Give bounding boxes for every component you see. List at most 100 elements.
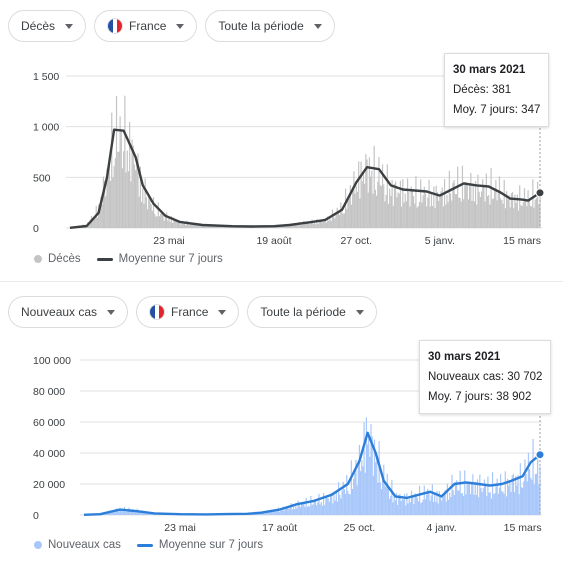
daily-bar	[365, 153, 367, 228]
deaths-tooltip: 30 mars 2021 Décès: 381 Moy. 7 jours: 34…	[444, 53, 550, 127]
country-dropdown-top[interactable]: France	[94, 10, 198, 42]
daily-bar	[515, 476, 517, 515]
daily-bar	[478, 191, 480, 228]
daily-bar	[142, 512, 144, 515]
daily-bar	[469, 494, 472, 515]
daily-bar	[417, 501, 420, 515]
daily-bar	[457, 490, 459, 515]
daily-bar	[182, 223, 184, 228]
daily-bar	[343, 489, 346, 515]
daily-bar	[342, 213, 344, 228]
daily-bar	[436, 192, 439, 228]
daily-bar	[280, 226, 282, 228]
daily-bar	[296, 508, 298, 515]
daily-bar	[297, 225, 299, 228]
daily-bar	[266, 512, 268, 515]
daily-bar	[534, 474, 536, 515]
daily-bar	[472, 474, 474, 515]
daily-bar	[470, 172, 472, 228]
daily-bar	[422, 195, 424, 228]
daily-bar	[304, 507, 306, 515]
daily-bar	[399, 180, 402, 228]
daily-bar	[203, 225, 205, 228]
daily-bar	[193, 224, 195, 228]
daily-bar	[416, 497, 418, 515]
metric-dropdown-cases[interactable]: Nouveaux cas	[8, 296, 129, 328]
daily-bar	[152, 197, 155, 228]
daily-bar	[537, 453, 539, 515]
daily-bar	[323, 219, 325, 228]
daily-bar	[368, 157, 371, 228]
daily-bar	[108, 158, 110, 228]
daily-bar	[226, 226, 229, 228]
daily-bar	[380, 488, 383, 515]
daily-bar	[313, 222, 316, 228]
daily-bar	[331, 492, 333, 515]
daily-bar	[113, 510, 115, 515]
daily-bar	[192, 224, 194, 228]
x-tick-label: 17 août	[262, 522, 297, 534]
daily-bar	[431, 484, 433, 515]
daily-bar	[107, 166, 109, 228]
daily-bar	[426, 206, 428, 228]
country-dropdown-bottom[interactable]: France	[136, 296, 240, 328]
daily-bar	[362, 173, 365, 228]
daily-bar	[194, 222, 196, 228]
daily-bar	[326, 497, 328, 515]
daily-bar	[492, 198, 495, 228]
daily-bar	[458, 197, 460, 228]
daily-bar	[109, 180, 112, 228]
daily-bar	[350, 460, 352, 515]
daily-bar	[208, 226, 211, 228]
daily-bar	[270, 511, 273, 515]
daily-bar	[137, 512, 139, 515]
daily-bar	[201, 225, 204, 228]
daily-bar	[415, 495, 417, 515]
daily-bar	[510, 491, 512, 515]
daily-bar	[322, 493, 325, 515]
daily-bar	[287, 224, 289, 228]
x-tick-label: 25 oct.	[344, 522, 376, 534]
daily-bar	[366, 444, 369, 515]
average-line	[83, 431, 541, 516]
daily-bar	[146, 209, 149, 228]
daily-bar	[306, 222, 308, 228]
cases-chart[interactable]: 0 20 000 40 000 60 000 80 000 100 000 23 mai 17…	[0, 335, 563, 565]
daily-bar	[538, 484, 540, 515]
daily-bar	[317, 223, 319, 228]
daily-bar	[489, 204, 491, 228]
daily-bar	[500, 198, 502, 228]
y-tick-label: 20 000	[33, 479, 65, 491]
daily-bar	[439, 196, 441, 228]
period-dropdown-bottom[interactable]: Toute la période	[247, 296, 377, 328]
period-dropdown-top[interactable]: Toute la période	[205, 10, 335, 42]
chip-label: France	[129, 19, 167, 33]
y-tick-label: 500	[33, 172, 51, 184]
daily-bar	[204, 224, 206, 228]
daily-bar	[287, 507, 289, 515]
daily-bar	[496, 478, 498, 515]
daily-bar	[378, 156, 380, 228]
daily-bar	[522, 487, 524, 515]
daily-bar	[302, 502, 304, 515]
daily-bar	[365, 417, 367, 515]
daily-bar	[137, 153, 139, 228]
daily-bar	[319, 220, 322, 228]
daily-bar	[491, 472, 494, 515]
daily-bar	[353, 478, 355, 515]
daily-bar	[313, 499, 315, 515]
daily-bar	[447, 499, 450, 515]
daily-bar	[489, 492, 491, 515]
daily-bar	[352, 187, 354, 228]
metric-dropdown-deaths[interactable]: Décès	[8, 10, 87, 42]
daily-bar	[195, 224, 198, 228]
x-tick-label: 5 janv.	[425, 235, 455, 247]
daily-bar	[502, 203, 504, 228]
daily-bar	[289, 506, 291, 515]
daily-bar	[526, 481, 528, 515]
daily-bar	[338, 214, 341, 228]
daily-bar	[486, 496, 488, 515]
daily-bar	[467, 199, 470, 228]
y-tick-label: 80 000	[33, 386, 65, 398]
daily-bar	[392, 205, 394, 228]
